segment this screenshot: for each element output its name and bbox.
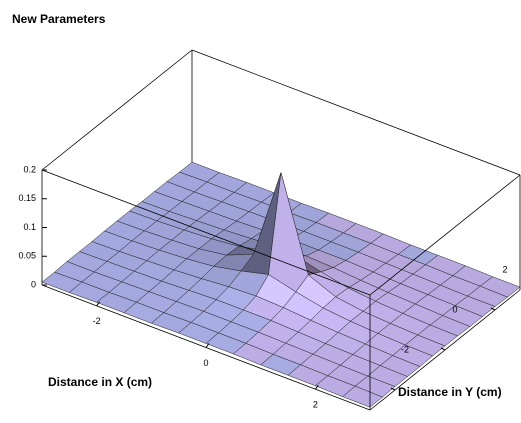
- x-tick: [96, 301, 101, 307]
- x-tick: [205, 343, 210, 348]
- y-tick: [440, 347, 446, 351]
- z-tick-label: 0: [31, 279, 36, 289]
- surface-patch: [342, 385, 383, 408]
- chart-title: New Parameters: [12, 12, 106, 26]
- y-tick: [490, 307, 496, 311]
- z-tick-label: 0.1: [23, 222, 36, 232]
- x-tick: [314, 384, 319, 390]
- box-edge: [41, 49, 193, 171]
- box-edge: [369, 174, 521, 296]
- z-tick-label: 0.15: [18, 193, 36, 203]
- y-axis-label: Distance in Y (cm): [398, 385, 502, 399]
- y-tick-label: -2: [401, 344, 409, 354]
- box-edge: [191, 49, 521, 176]
- z-tick-label: 0.2: [23, 164, 36, 174]
- box-edge: [41, 169, 371, 296]
- x-axis-label: Distance in X (cm): [48, 375, 152, 389]
- y-tick-label: 2: [502, 264, 507, 274]
- x-tick-label: 2: [313, 400, 318, 410]
- x-tick-label: -2: [93, 316, 101, 326]
- y-tick: [390, 387, 396, 391]
- y-tick-label: 0: [452, 304, 457, 314]
- z-tick-label: 0.05: [18, 251, 36, 261]
- x-tick-label: 0: [203, 358, 208, 368]
